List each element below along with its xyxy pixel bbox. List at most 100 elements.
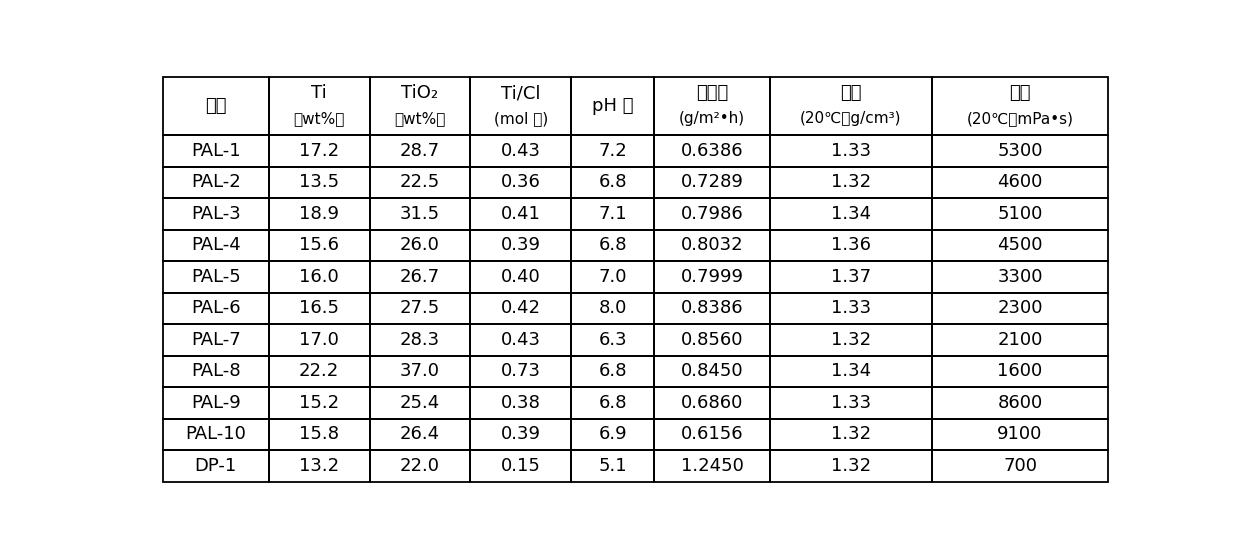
Bar (470, 166, 572, 198)
Bar (370, 229, 470, 261)
Text: 28.7: 28.7 (401, 142, 440, 160)
Text: 8.0: 8.0 (599, 299, 627, 317)
Text: 37.0: 37.0 (401, 362, 440, 380)
Bar (572, 229, 655, 261)
Bar (470, 450, 572, 482)
Text: 4500: 4500 (997, 237, 1043, 254)
Bar (470, 324, 572, 356)
Text: 1.32: 1.32 (831, 174, 870, 191)
Text: 0.43: 0.43 (501, 142, 541, 160)
Bar (269, 450, 370, 482)
Text: 3300: 3300 (997, 268, 1043, 286)
Text: 9100: 9100 (997, 425, 1043, 444)
Bar (770, 229, 931, 261)
Bar (162, 387, 269, 419)
Text: 0.39: 0.39 (501, 425, 541, 444)
Bar (370, 356, 470, 387)
Bar (770, 293, 931, 324)
Text: 0.7999: 0.7999 (681, 268, 744, 286)
Text: 16.5: 16.5 (299, 299, 339, 317)
Bar (770, 419, 931, 450)
Bar (370, 387, 470, 419)
Bar (655, 77, 770, 135)
Bar (655, 293, 770, 324)
Text: 0.40: 0.40 (501, 268, 541, 286)
Text: 1.2450: 1.2450 (681, 457, 744, 475)
Bar (470, 356, 572, 387)
Text: PAL-2: PAL-2 (191, 174, 241, 191)
Text: 26.0: 26.0 (401, 237, 440, 254)
Text: 31.5: 31.5 (401, 205, 440, 223)
Text: 腐蚀率: 腐蚀率 (696, 84, 728, 102)
Bar (770, 324, 931, 356)
Bar (931, 198, 1109, 229)
Bar (572, 166, 655, 198)
Text: 15.8: 15.8 (299, 425, 339, 444)
Bar (162, 356, 269, 387)
Bar (931, 324, 1109, 356)
Text: 0.6860: 0.6860 (681, 394, 744, 412)
Bar (655, 387, 770, 419)
Bar (470, 387, 572, 419)
Bar (370, 77, 470, 135)
Text: 1.34: 1.34 (831, 362, 870, 380)
Text: 0.43: 0.43 (501, 331, 541, 349)
Text: 13.2: 13.2 (299, 457, 340, 475)
Text: 1.32: 1.32 (831, 457, 870, 475)
Text: 27.5: 27.5 (401, 299, 440, 317)
Bar (572, 77, 655, 135)
Bar (370, 261, 470, 293)
Text: 粘度: 粘度 (1009, 84, 1030, 102)
Text: 1.33: 1.33 (831, 299, 870, 317)
Text: 0.8450: 0.8450 (681, 362, 744, 380)
Text: （wt%）: （wt%） (394, 112, 445, 127)
Bar (931, 293, 1109, 324)
Bar (162, 261, 269, 293)
Text: 0.38: 0.38 (501, 394, 541, 412)
Bar (470, 293, 572, 324)
Text: 1600: 1600 (997, 362, 1043, 380)
Bar (162, 419, 269, 450)
Text: 0.8386: 0.8386 (681, 299, 744, 317)
Text: 4600: 4600 (997, 174, 1043, 191)
Bar (655, 261, 770, 293)
Text: PAL-5: PAL-5 (191, 268, 241, 286)
Bar (370, 324, 470, 356)
Text: TiO₂: TiO₂ (402, 84, 439, 102)
Bar (370, 198, 470, 229)
Text: 0.42: 0.42 (501, 299, 541, 317)
Bar (162, 450, 269, 482)
Text: DP-1: DP-1 (195, 457, 237, 475)
Text: 17.2: 17.2 (299, 142, 340, 160)
Bar (931, 261, 1109, 293)
Text: 26.4: 26.4 (401, 425, 440, 444)
Bar (770, 387, 931, 419)
Bar (269, 135, 370, 166)
Text: 0.7289: 0.7289 (681, 174, 744, 191)
Bar (931, 77, 1109, 135)
Bar (269, 324, 370, 356)
Text: (g/m²•h): (g/m²•h) (680, 112, 745, 127)
Text: 1.32: 1.32 (831, 425, 870, 444)
Bar (470, 229, 572, 261)
Bar (572, 198, 655, 229)
Bar (572, 261, 655, 293)
Bar (572, 135, 655, 166)
Bar (162, 293, 269, 324)
Text: 6.8: 6.8 (599, 174, 627, 191)
Bar (770, 261, 931, 293)
Text: PAL-7: PAL-7 (191, 331, 241, 349)
Text: (20℃，g/cm³): (20℃，g/cm³) (800, 112, 901, 127)
Bar (655, 229, 770, 261)
Bar (370, 166, 470, 198)
Bar (162, 77, 269, 135)
Text: 0.39: 0.39 (501, 237, 541, 254)
Text: 样品: 样品 (205, 97, 227, 115)
Bar (770, 198, 931, 229)
Text: 密度: 密度 (841, 84, 862, 102)
Text: PAL-1: PAL-1 (191, 142, 241, 160)
Bar (572, 450, 655, 482)
Bar (931, 387, 1109, 419)
Bar (572, 419, 655, 450)
Bar (572, 293, 655, 324)
